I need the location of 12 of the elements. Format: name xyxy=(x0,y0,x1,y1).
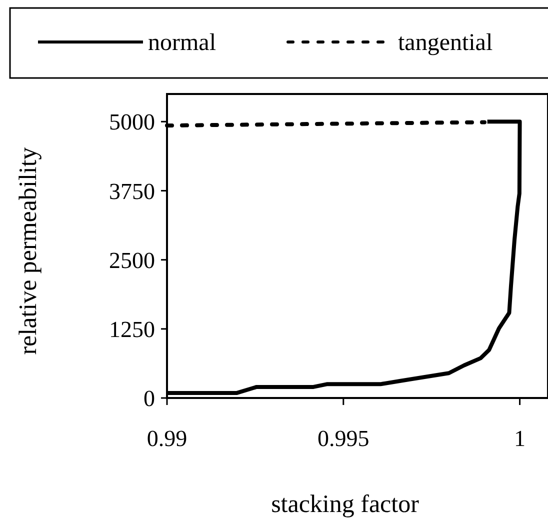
x-tick-label: 0.99 xyxy=(146,426,188,451)
y-tick-label: 5000 xyxy=(109,110,155,135)
legend-label: normal xyxy=(148,30,216,56)
y-tick-label: 3750 xyxy=(109,178,155,204)
legend-label: tangential xyxy=(398,30,493,56)
x-axis-title: stacking factor xyxy=(271,491,420,518)
x-tick-label: 0.995 xyxy=(318,426,370,451)
y-tick-label: 2500 xyxy=(109,248,155,273)
y-axis-title: relative permeability xyxy=(15,146,42,355)
x-tick-label: 1 xyxy=(514,426,526,451)
y-tick-label: 1250 xyxy=(109,316,155,342)
y-tick-label: 0 xyxy=(144,386,155,412)
